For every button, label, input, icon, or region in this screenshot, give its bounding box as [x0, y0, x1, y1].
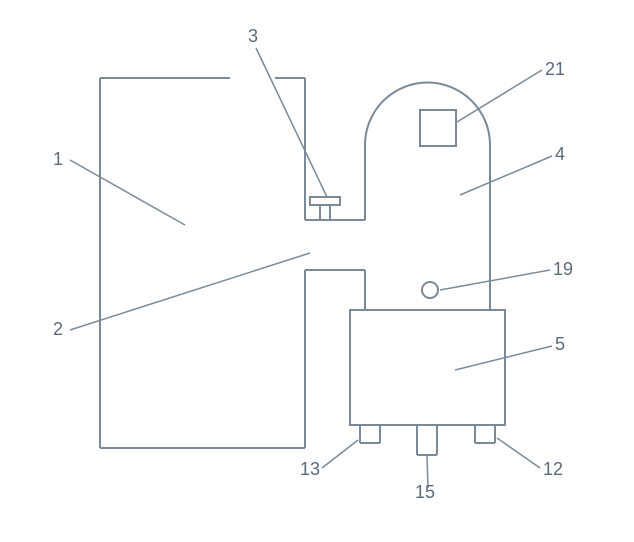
leader-19: [440, 270, 550, 290]
label-4: 4: [555, 144, 565, 164]
label-12: 12: [543, 459, 563, 479]
leader-12: [497, 438, 540, 468]
valve-cap: [310, 197, 340, 205]
leader-5: [455, 346, 552, 370]
hole-19: [422, 282, 438, 298]
valve-stem: [320, 205, 330, 220]
label-5: 5: [555, 334, 565, 354]
leader-13: [322, 440, 358, 468]
label-19: 19: [553, 259, 573, 279]
leader-1: [70, 160, 185, 225]
leader-3: [256, 48, 327, 197]
label-15: 15: [415, 482, 435, 502]
label-13: 13: [300, 459, 320, 479]
label-1: 1: [53, 149, 63, 169]
leader-2: [70, 253, 310, 330]
leader-4: [460, 156, 552, 195]
label-2: 2: [53, 319, 63, 339]
square-21: [420, 110, 456, 146]
label-21: 21: [545, 59, 565, 79]
lower-box: [350, 310, 505, 425]
leader-21: [457, 70, 542, 122]
label-3: 3: [248, 26, 258, 46]
